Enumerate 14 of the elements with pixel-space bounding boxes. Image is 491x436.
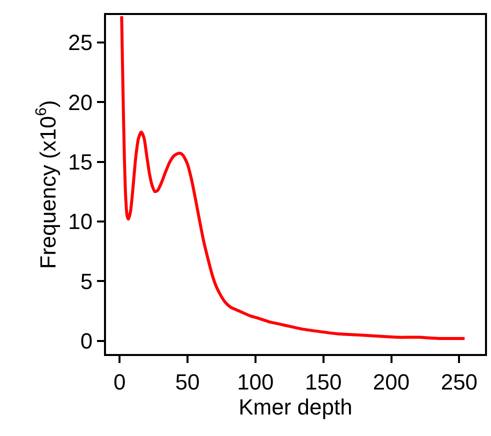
x-tick-label: 250 <box>440 369 478 394</box>
x-tick-label: 50 <box>175 369 200 394</box>
x-tick-label: 200 <box>372 369 410 394</box>
y-tick-label: 25 <box>68 30 93 56</box>
x-tick-label: 100 <box>237 369 274 394</box>
y-tick-label: 15 <box>68 150 93 175</box>
line-series <box>120 15 466 340</box>
y-tick-label: 20 <box>68 90 93 115</box>
y-tick-label: 0 <box>80 328 93 354</box>
y-tick-label: 10 <box>68 209 93 234</box>
x-axis-title: Kmer depth <box>238 394 352 420</box>
x-tick-label: 0 <box>113 369 126 394</box>
x-tick-label: 150 <box>304 369 342 394</box>
y-tick-label: 5 <box>80 268 93 294</box>
